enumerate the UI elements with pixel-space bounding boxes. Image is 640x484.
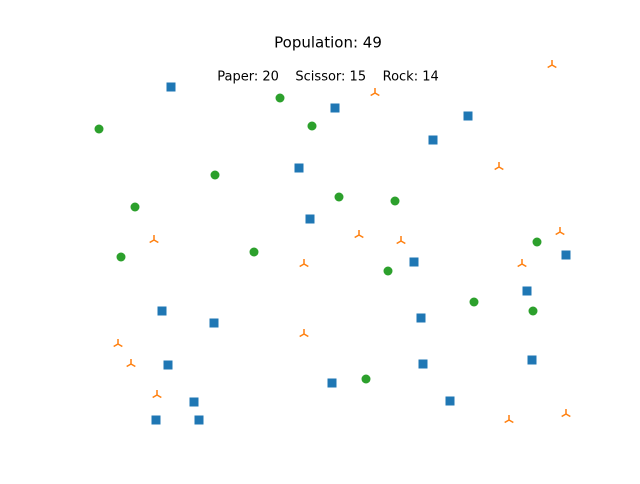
paper-marker [189, 397, 199, 407]
scissor-marker [547, 60, 557, 69]
scissor-marker [299, 329, 309, 338]
paper-marker [166, 82, 176, 92]
rock-marker [249, 247, 259, 257]
paper-marker [327, 378, 337, 388]
rock-marker [469, 297, 479, 307]
rock-marker [210, 170, 220, 180]
scissor-marker [113, 339, 123, 348]
paper-marker [445, 396, 455, 406]
paper-marker [194, 415, 204, 425]
scissor-marker [504, 415, 514, 424]
scissor-marker [555, 227, 565, 236]
rock-marker [130, 202, 140, 212]
paper-marker [151, 415, 161, 425]
rock-marker [383, 266, 393, 276]
scissor-marker [126, 359, 136, 368]
scissor-marker [396, 236, 406, 245]
rock-marker [361, 374, 371, 384]
rock-marker [532, 237, 542, 247]
paper-marker [463, 111, 473, 121]
scissor-marker [370, 88, 380, 97]
paper-marker [294, 163, 304, 173]
scissor-marker [299, 259, 309, 268]
paper-marker [157, 306, 167, 316]
paper-marker [305, 214, 315, 224]
rock-marker [116, 252, 126, 262]
rock-marker [94, 124, 104, 134]
rock-marker [307, 121, 317, 131]
paper-marker [561, 250, 571, 260]
scissor-marker [354, 230, 364, 239]
scissor-marker [494, 162, 504, 171]
paper-marker [527, 355, 537, 365]
chart-title: Population: 49 [274, 34, 382, 52]
rock-marker [275, 93, 285, 103]
rock-marker [334, 192, 344, 202]
paper-marker [209, 318, 219, 328]
scissor-marker [152, 390, 162, 399]
scissor-marker [561, 409, 571, 418]
chart-subtitle: Paper: 20 Scissor: 15 Rock: 14 [217, 70, 439, 85]
paper-marker [416, 313, 426, 323]
paper-marker [330, 103, 340, 113]
paper-marker [163, 360, 173, 370]
paper-marker [418, 359, 428, 369]
paper-marker [409, 257, 419, 267]
scissor-marker [517, 259, 527, 268]
scissor-marker [149, 235, 159, 244]
rock-marker [528, 306, 538, 316]
paper-marker [428, 135, 438, 145]
paper-marker [522, 286, 532, 296]
rock-marker [390, 196, 400, 206]
